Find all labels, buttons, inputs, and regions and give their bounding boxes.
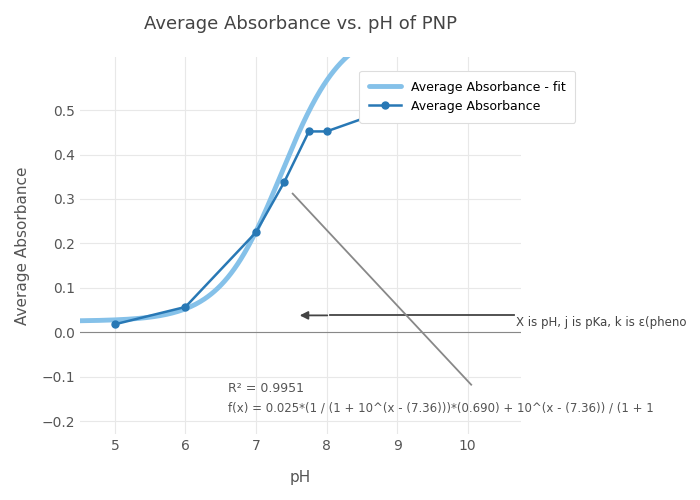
Average Absorbance	[463, 105, 472, 111]
Average Absorbance	[498, 106, 507, 112]
Average Absorbance	[304, 128, 313, 134]
Legend: Average Absorbance - fit, Average Absorbance: Average Absorbance - fit, Average Absorb…	[359, 70, 575, 123]
Average Absorbance	[252, 230, 260, 235]
Text: X is pH, j is pKa, k is ε(pheno: X is pH, j is pKa, k is ε(pheno	[516, 316, 686, 329]
Average Absorbance - fit	[396, 28, 405, 34]
Line: Average Absorbance: Average Absorbance	[111, 103, 506, 328]
Average Absorbance - fit	[517, 23, 525, 29]
Title: Average Absorbance vs. pH of PNP: Average Absorbance vs. pH of PNP	[144, 15, 456, 33]
Average Absorbance - fit	[76, 318, 84, 324]
Average Absorbance	[111, 322, 119, 328]
Text: f(x) = 0.025*(1 / (1 + 10^(x - (7.36)))*(0.690) + 10^(x - (7.36)) / (1 + 1: f(x) = 0.025*(1 / (1 + 10^(x - (7.36)))*…	[228, 402, 654, 414]
Line: Average Absorbance - fit: Average Absorbance - fit	[80, 26, 521, 321]
Average Absorbance	[322, 128, 330, 134]
Average Absorbance - fit	[128, 316, 136, 322]
Average Absorbance	[280, 179, 288, 185]
Average Absorbance - fit	[219, 280, 228, 285]
X-axis label: pH: pH	[290, 470, 311, 485]
Average Absorbance - fit	[393, 29, 402, 35]
Text: R² = 0.9951: R² = 0.9951	[228, 382, 304, 396]
Y-axis label: Average Absorbance: Average Absorbance	[15, 166, 30, 325]
Average Absorbance	[393, 104, 401, 110]
Average Absorbance - fit	[353, 46, 361, 52]
Average Absorbance - fit	[250, 232, 258, 238]
Average Absorbance	[181, 304, 190, 310]
